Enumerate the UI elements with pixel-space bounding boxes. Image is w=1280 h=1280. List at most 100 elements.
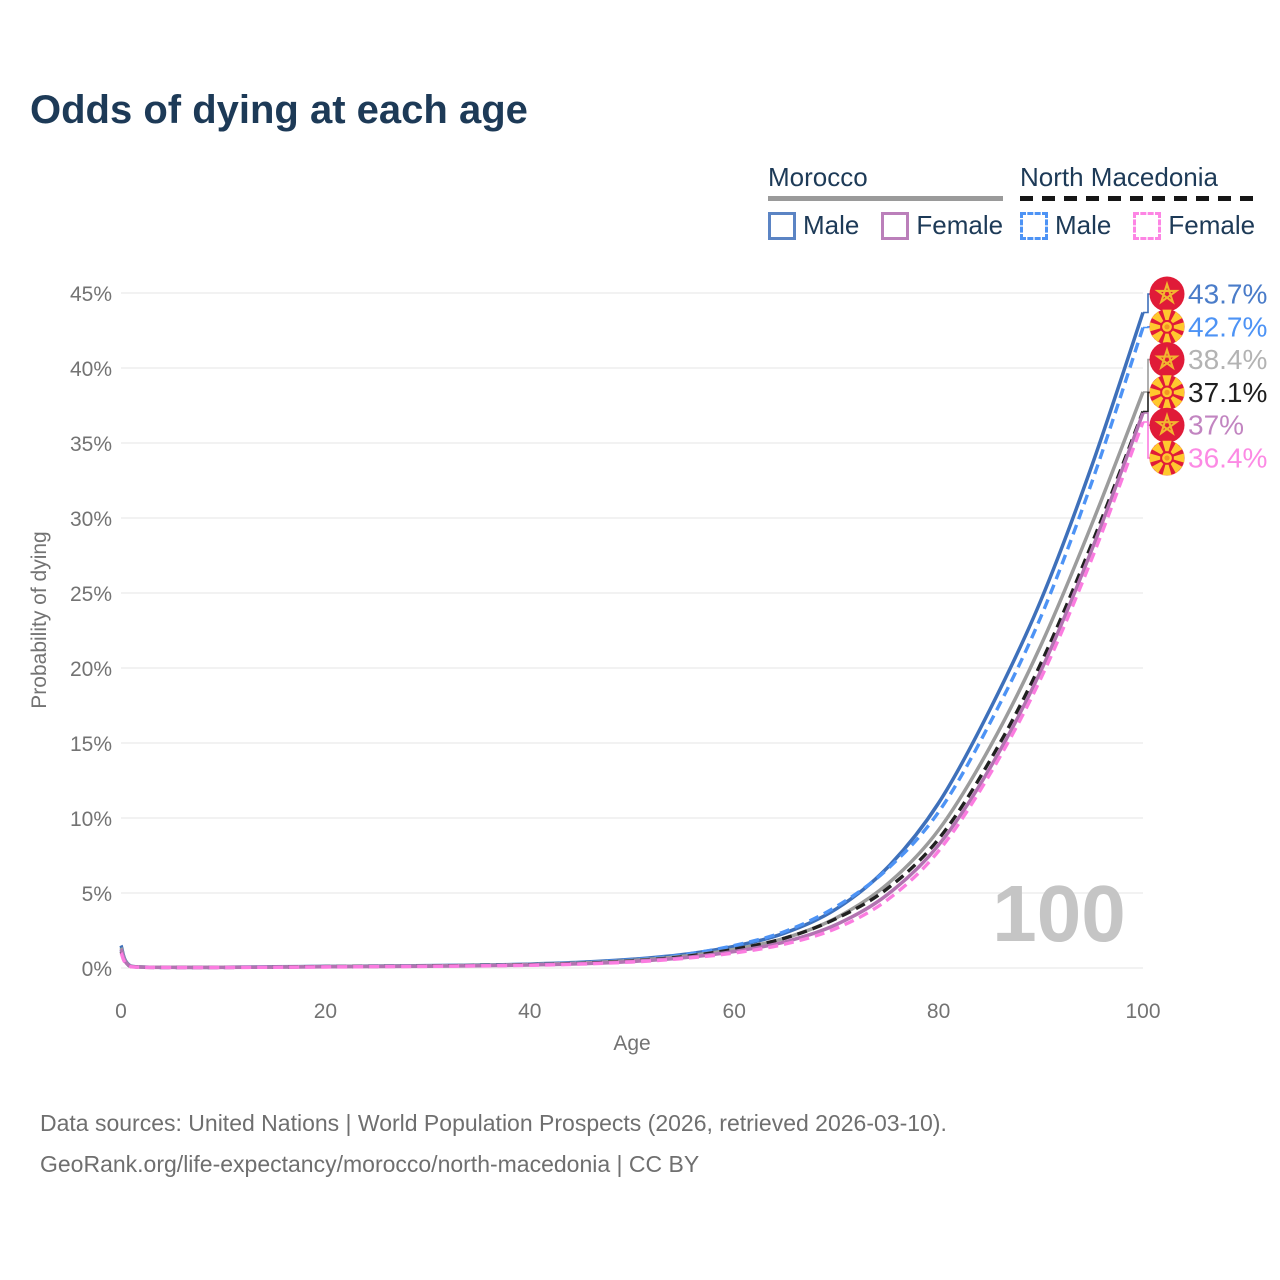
legend-group-morocco: Morocco Male Female [768, 162, 1004, 241]
pentagram-star [1154, 346, 1180, 371]
flag-disc [1149, 407, 1185, 443]
gridlines [121, 292, 1143, 969]
series-line-morocco-male [119, 311, 1145, 970]
series-line-morocco-female [119, 412, 1145, 970]
footer-line-2: GeoRank.org/life-expectancy/morocco/nort… [40, 1151, 700, 1177]
sun-ray [1173, 322, 1185, 332]
y-tick-label: 45% [70, 283, 112, 306]
morocco-flag-icon [1149, 342, 1185, 378]
x-tick-label: 20 [314, 1000, 337, 1023]
sun-ray [1162, 309, 1172, 320]
pentagram-star [1154, 412, 1180, 436]
legend: Morocco Male Female North Macedonia Male [0, 162, 1280, 242]
sun-ray [1151, 442, 1164, 455]
sun-ray [1170, 330, 1183, 343]
sun-ray [1162, 440, 1172, 452]
series-line-north-macedonia-total [119, 410, 1145, 970]
series-line-north-macedonia-male [119, 326, 1145, 970]
legend-row-morocco: Male Female [768, 210, 1003, 241]
legend-country-morocco: Morocco [768, 162, 868, 192]
legend-item-morocco-male: Male [768, 210, 859, 241]
sun-ray [1151, 311, 1164, 324]
sun-ray [1173, 453, 1185, 463]
y-tick-label: 10% [70, 808, 112, 831]
end-label: 38.4% [1188, 344, 1267, 375]
y-tick-label: 25% [70, 583, 112, 606]
label-connector [1143, 358, 1151, 393]
north-macedonia-flag-icon [1149, 374, 1185, 410]
morocco-flag-icon [1149, 276, 1185, 312]
y-tick-label: 40% [70, 358, 112, 381]
end-label: 42.7% [1188, 311, 1267, 342]
sun-ray [1170, 442, 1183, 455]
sun-ray [1149, 387, 1161, 397]
legend-underline-north-macedonia [1020, 196, 1256, 201]
x-tick-label: 40 [518, 1000, 541, 1023]
legend-label-morocco-female: Female [916, 210, 1004, 240]
series-line-north-macedonia-female [119, 421, 1145, 970]
pentagram-star [1154, 280, 1180, 305]
morocco-flag-icon [1149, 407, 1185, 443]
x-tick-label: 60 [723, 1000, 746, 1023]
end-label: 37% [1188, 410, 1244, 441]
sun-ray [1151, 376, 1164, 389]
sun-ray [1162, 399, 1172, 410]
x-tick-label: 100 [1125, 1000, 1160, 1023]
end-label: 43.7% [1188, 279, 1267, 310]
legend-row-north-macedonia: Male Female [1020, 210, 1255, 241]
sun-ray [1170, 396, 1183, 408]
legend-swatch-north-macedonia-male-icon [1020, 211, 1048, 240]
legend-item-north-macedonia-female: Female [1133, 210, 1255, 241]
north-macedonia-flag-icon [1149, 440, 1185, 476]
sun-ray [1149, 453, 1161, 463]
y-axis-title: Probability of dying [28, 531, 51, 708]
sun-ray [1162, 333, 1172, 344]
sun-ray [1170, 311, 1183, 324]
legend-item-morocco-female: Female [881, 210, 1003, 241]
y-tick-label: 0% [82, 958, 112, 981]
flag-disc [1149, 276, 1185, 312]
series-line-morocco-total [119, 391, 1145, 970]
sun-center [1164, 455, 1170, 461]
legend-underline-morocco [768, 196, 1004, 201]
north-macedonia-flag-icon [1149, 309, 1185, 345]
legend-swatch-morocco-female-icon [881, 211, 910, 240]
end-label: 37.1% [1188, 377, 1267, 408]
legend-country-north-macedonia: North Macedonia [1020, 162, 1218, 192]
page-title: Odds of dying at each age [30, 88, 528, 132]
sun-center [1164, 324, 1170, 330]
sun-ray [1162, 464, 1172, 476]
flag-disc [1149, 342, 1185, 378]
y-axis-tick-labels: 0% 5% 10% 15% 20% 25% 30% 35% 40% 45% [70, 283, 112, 981]
series-lines [119, 311, 1145, 970]
sun-ray [1170, 376, 1183, 389]
x-axis-tick-labels: 0 20 40 60 80 100 [115, 1000, 1160, 1023]
sun-ray [1151, 330, 1164, 343]
legend-swatch-north-macedonia-female-icon [1133, 211, 1162, 240]
legend-item-north-macedonia-male: Male [1020, 210, 1111, 241]
x-axis-title: Age [613, 1032, 650, 1055]
x-tick-label: 80 [927, 1000, 950, 1023]
legend-group-north-macedonia: North Macedonia Male Female [1020, 162, 1256, 241]
x-tick-label: 0 [115, 1000, 127, 1023]
footer: Data sources: United Nations | World Pop… [40, 1103, 947, 1185]
y-tick-label: 15% [70, 733, 112, 756]
legend-label-morocco-male: Male [803, 210, 860, 240]
legend-label-north-macedonia-female: Female [1168, 210, 1256, 240]
y-tick-label: 5% [82, 883, 112, 906]
sun-center [1164, 389, 1170, 395]
legend-label-north-macedonia-male: Male [1055, 210, 1112, 240]
end-annotations: 43.7%42.7%38.4%37.1%37%36.4% [1143, 276, 1267, 476]
footer-line-1: Data sources: United Nations | World Pop… [40, 1110, 947, 1136]
sun-ray [1162, 375, 1172, 386]
y-tick-label: 35% [70, 433, 112, 456]
legend-swatch-morocco-male-icon [768, 211, 796, 240]
sun-ray [1149, 322, 1161, 332]
sun-ray [1173, 387, 1185, 397]
sun-ray [1151, 461, 1164, 474]
y-tick-label: 30% [70, 508, 112, 531]
y-tick-label: 20% [70, 658, 112, 681]
age-watermark: 100 [992, 869, 1125, 958]
